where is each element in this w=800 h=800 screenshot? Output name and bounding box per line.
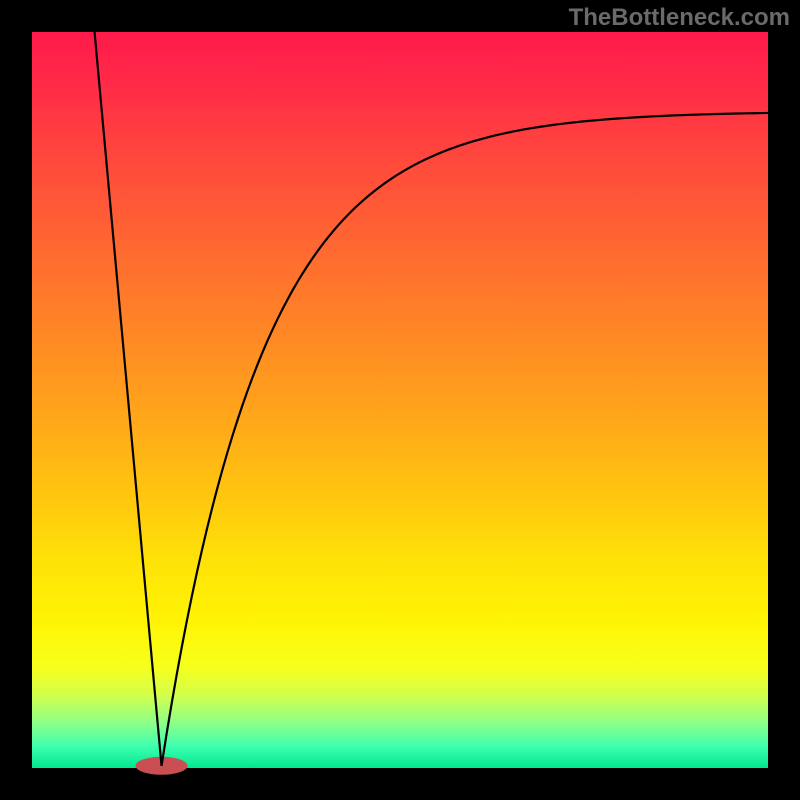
chart-container: TheBottleneck.com (0, 0, 800, 800)
watermark-text: TheBottleneck.com (569, 4, 790, 32)
bottleneck-chart (0, 0, 800, 800)
chart-gradient-area (32, 32, 768, 768)
